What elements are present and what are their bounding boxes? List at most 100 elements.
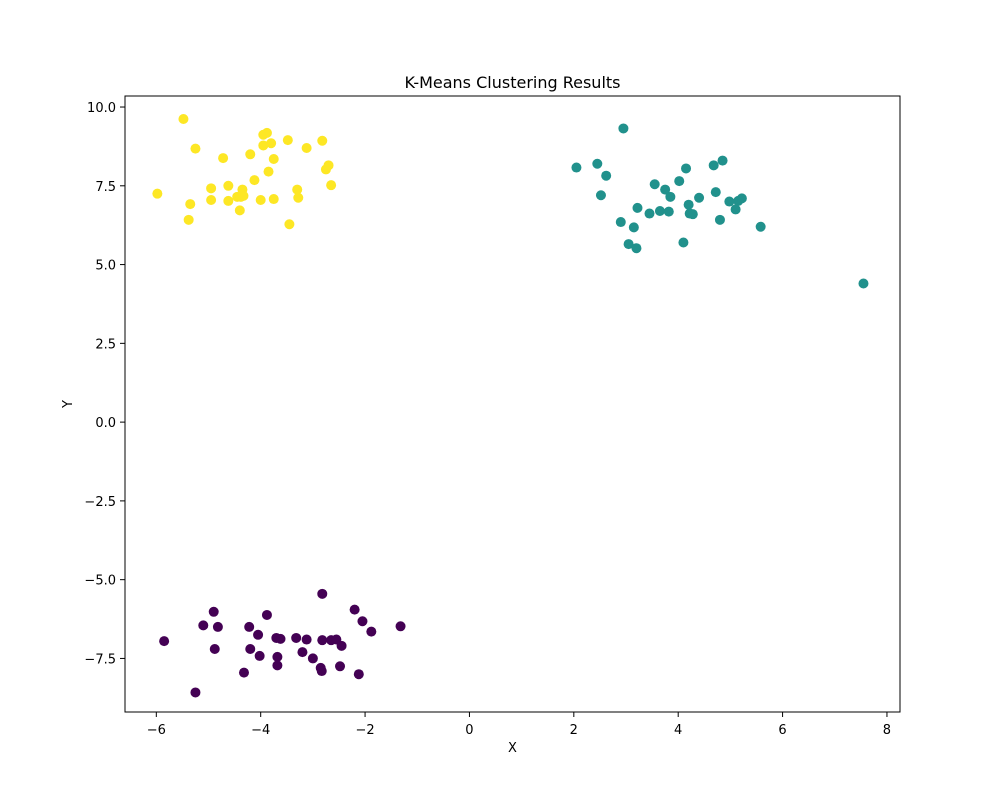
cluster-1-point: [615, 217, 626, 228]
cluster-2-point: [307, 653, 318, 664]
cluster-1-point: [601, 170, 612, 181]
plot-frame: [124, 95, 901, 713]
cluster-2-point: [317, 635, 328, 646]
cluster-1-point: [595, 190, 606, 201]
cluster-2-point: [353, 669, 364, 680]
cluster-2-point: [261, 609, 272, 620]
cluster-1-point: [632, 202, 643, 213]
cluster-2-point: [317, 588, 328, 599]
cluster-1-point: [858, 278, 869, 289]
cluster-1-point: [665, 191, 676, 202]
x-tick-label: 6: [778, 723, 786, 738]
y-tick-label: 7.5: [95, 180, 116, 195]
cluster-0-point: [292, 184, 303, 195]
cluster-1-point: [623, 239, 634, 250]
x-tick-label: 4: [674, 723, 682, 738]
cluster-2-point: [159, 636, 170, 647]
cluster-1-point: [730, 204, 741, 215]
cluster-1-point: [736, 193, 747, 204]
cluster-2-point: [190, 687, 201, 698]
x-tick-label: −4: [251, 723, 270, 738]
cluster-1-point: [654, 206, 665, 217]
cluster-1-point: [663, 206, 674, 217]
cluster-1-point: [687, 209, 698, 220]
cluster-0-point: [218, 153, 229, 164]
cluster-1-point: [649, 179, 660, 190]
x-tick-label: 2: [570, 723, 578, 738]
cluster-0-point: [301, 142, 312, 153]
cluster-1-point: [717, 155, 728, 166]
cluster-0-point: [206, 183, 217, 194]
y-axis-label: Y: [61, 400, 76, 409]
cluster-2-point: [291, 632, 302, 643]
cluster-2-point: [335, 661, 346, 672]
cluster-0-point: [293, 192, 304, 203]
cluster-1-point: [755, 221, 766, 232]
cluster-0-point: [323, 160, 334, 171]
cluster-2-point: [272, 660, 283, 671]
cluster-0-point: [268, 154, 279, 165]
cluster-1-point: [628, 222, 639, 233]
cluster-1-point: [631, 243, 642, 254]
x-tick-label: −2: [355, 723, 374, 738]
cluster-0-point: [263, 166, 274, 177]
cluster-0-point: [206, 194, 217, 205]
cluster-0-point: [255, 194, 266, 205]
cluster-1-point: [674, 176, 685, 187]
cluster-1-point: [660, 184, 671, 195]
cluster-0-point: [258, 140, 269, 151]
cluster-2-point: [212, 621, 223, 632]
cluster-1-point: [710, 187, 721, 198]
cluster-1-point: [571, 162, 582, 173]
cluster-1-point: [678, 237, 689, 248]
cluster-2-point: [254, 650, 265, 661]
cluster-2-point: [209, 643, 220, 654]
cluster-0-point: [185, 199, 196, 210]
cluster-1-point: [644, 208, 655, 219]
cluster-1-point: [618, 123, 629, 134]
y-tick-label: −5.0: [84, 574, 116, 589]
y-tick-label: −7.5: [84, 652, 116, 667]
cluster-0-point: [317, 135, 328, 146]
cluster-0-point: [245, 149, 256, 160]
cluster-2-point: [301, 634, 312, 645]
cluster-0-point: [234, 205, 245, 216]
chart-title: K-Means Clustering Results: [405, 73, 621, 92]
cluster-2-point: [238, 667, 249, 678]
cluster-0-point: [223, 180, 234, 191]
cluster-0-point: [282, 135, 293, 146]
points-layer: [152, 114, 869, 698]
x-tick-label: 0: [465, 723, 473, 738]
cluster-0-point: [266, 138, 277, 149]
cluster-1-point: [694, 192, 705, 203]
y-tick-label: 0.0: [95, 416, 116, 431]
cluster-2-point: [366, 626, 377, 637]
cluster-2-point: [395, 621, 406, 632]
x-axis-label: X: [508, 741, 517, 756]
cluster-1-point: [708, 160, 719, 171]
cluster-1-point: [714, 214, 725, 225]
y-axis: −7.5 −5.0 −2.5 0.0 2.5 5.0 7.5 10.0: [84, 101, 125, 667]
cluster-2-point: [208, 606, 219, 617]
y-tick-label: 10.0: [87, 101, 116, 116]
cluster-0-point: [268, 194, 279, 205]
cluster-0-point: [249, 175, 260, 186]
x-tick-label: 8: [883, 723, 891, 738]
cluster-0-point: [261, 127, 272, 138]
cluster-0-point: [284, 219, 295, 230]
y-tick-label: 2.5: [95, 337, 116, 352]
x-tick-label: −6: [147, 723, 166, 738]
cluster-0-point: [178, 114, 189, 124]
cluster-2-point: [275, 633, 286, 644]
cluster-1-point: [724, 196, 735, 207]
cluster-0-point: [152, 188, 163, 199]
cluster-0-point: [190, 143, 201, 154]
cluster-1-point: [681, 163, 692, 174]
cluster-2-point: [245, 643, 256, 654]
cluster-2-point: [357, 616, 368, 627]
cluster-2-point: [244, 621, 255, 632]
y-tick-label: −2.5: [84, 495, 116, 510]
cluster-0-point: [183, 214, 194, 225]
